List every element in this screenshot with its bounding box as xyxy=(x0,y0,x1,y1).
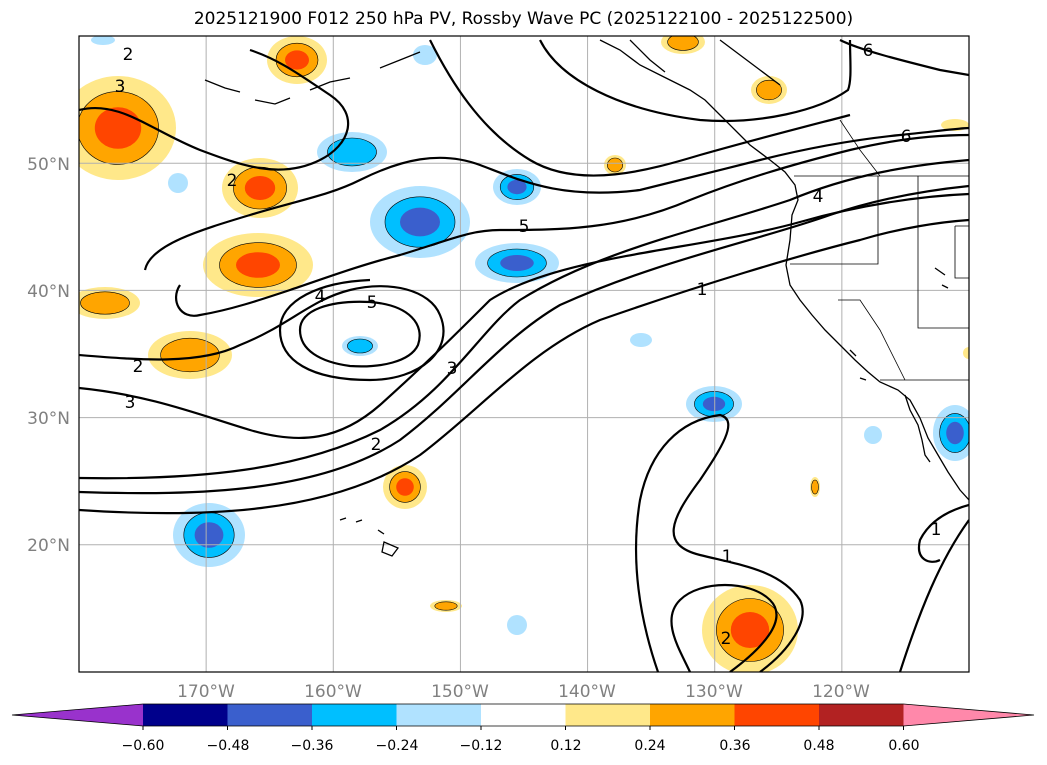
colorbar-tick: 0.12 xyxy=(550,738,581,754)
negative-pc-region xyxy=(400,207,440,237)
colorbar-extend-high xyxy=(903,704,1034,726)
contour-label: 5 xyxy=(367,293,378,313)
pc-shading xyxy=(79,36,969,672)
positive-pc-region xyxy=(963,347,969,359)
coastlines xyxy=(204,39,969,557)
lon-label-130w: 130°W xyxy=(685,682,743,702)
pv-contours xyxy=(79,39,969,672)
lon-label-150w: 150°W xyxy=(431,682,489,702)
positive-pc-region xyxy=(244,176,276,200)
colorbar-swatch xyxy=(227,704,313,726)
longitude-labels: 170°W 160°W 150°W 140°W 130°W 120°W xyxy=(177,682,870,702)
negative-pc-region xyxy=(946,421,964,445)
lat-label-50n: 50°N xyxy=(27,155,70,175)
negative-pc-region xyxy=(194,522,224,548)
colorbar-ticks: −0.60 −0.48 −0.36 −0.24 −0.12 0.12 0.24 … xyxy=(122,738,920,754)
lat-label-30n: 30°N xyxy=(27,409,70,429)
colorbar-swatch xyxy=(396,704,482,726)
colorbar-tick: 0.36 xyxy=(719,738,750,754)
negative-pc-region xyxy=(507,179,527,195)
negative-pc-region xyxy=(507,615,527,635)
negative-pc-region xyxy=(413,45,437,65)
negative-pc-region xyxy=(500,255,534,271)
negative-pc-region xyxy=(91,36,115,45)
contour-label: 2 xyxy=(371,435,382,455)
contour-label: 1 xyxy=(931,520,942,540)
map-frame xyxy=(78,35,970,673)
contour-label: 5 xyxy=(519,217,530,237)
positive-pc-region xyxy=(396,478,414,496)
positive-pc-region xyxy=(94,107,142,149)
contour-label: 1 xyxy=(697,280,708,300)
negative-pc-region xyxy=(864,426,882,444)
contour-label: 4 xyxy=(315,287,326,307)
contour-label: 6 xyxy=(863,41,874,61)
positive-pc-region xyxy=(80,291,130,315)
positive-pc-region xyxy=(730,612,770,648)
contour-label: 6 xyxy=(901,127,912,147)
contour-label: 1 xyxy=(722,547,733,567)
colorbar-swatch xyxy=(143,704,228,726)
colorbar-swatch xyxy=(312,704,397,726)
contour-label: 2 xyxy=(133,357,144,377)
contour-label: 2 xyxy=(123,45,134,65)
colorbar-tick: 0.48 xyxy=(803,738,834,754)
lon-label-120w: 120°W xyxy=(812,682,870,702)
colorbar-swatch xyxy=(565,704,651,726)
negative-pc-region xyxy=(327,137,377,167)
positive-pc-region xyxy=(160,337,220,373)
lon-label-140w: 140°W xyxy=(558,682,616,702)
colorbar-tick: −0.24 xyxy=(376,738,419,754)
gridlines xyxy=(79,36,969,672)
map-title: 2025121900 F012 250 hPa PV, Rossby Wave … xyxy=(193,9,854,29)
negative-pc-region xyxy=(702,396,726,412)
contour-label: 2 xyxy=(227,171,238,191)
colorbar-swatch xyxy=(650,704,735,726)
negative-pc-region xyxy=(168,173,188,193)
contour-label: 3 xyxy=(447,359,458,379)
positive-pc-region xyxy=(606,157,623,173)
colorbar-tick: 0.60 xyxy=(888,738,919,754)
contour-label: 2 xyxy=(721,629,732,649)
positive-pc-region xyxy=(434,601,458,611)
positive-pc-region xyxy=(667,36,699,51)
negative-pc-region xyxy=(630,333,652,347)
positive-pc-region xyxy=(236,252,280,278)
plot-area: 1 1 1 2 2 2 2 2 3 3 3 4 4 5 5 6 6 xyxy=(79,36,969,672)
lon-label-160w: 160°W xyxy=(304,682,362,702)
colorbar-swatch xyxy=(819,704,904,726)
colorbar-tick: 0.24 xyxy=(634,738,665,754)
latitude-labels: 20°N 30°N 40°N 50°N xyxy=(27,155,70,556)
contour-label: 3 xyxy=(115,77,126,97)
positive-pc-region xyxy=(756,79,782,101)
positive-pc-region xyxy=(285,50,309,70)
colorbar-tick: −0.12 xyxy=(460,738,503,754)
colorbar-swatch xyxy=(734,704,820,726)
colorbar xyxy=(11,703,1035,730)
colorbar-extend-low xyxy=(12,704,143,726)
lon-label-170w: 170°W xyxy=(177,682,235,702)
colorbar-tick: −0.60 xyxy=(122,738,165,754)
contour-label: 3 xyxy=(125,393,136,413)
contour-labels: 1 1 1 2 2 2 2 2 3 3 3 4 4 5 5 6 6 xyxy=(115,41,942,649)
lat-label-40n: 40°N xyxy=(27,282,70,302)
colorbar-tick: −0.36 xyxy=(291,738,334,754)
negative-pc-region xyxy=(347,338,373,354)
positive-pc-region xyxy=(811,479,819,495)
lat-label-20n: 20°N xyxy=(27,536,70,556)
colorbar-swatch xyxy=(481,704,566,726)
contour-label: 4 xyxy=(813,187,824,207)
colorbar-tick: −0.48 xyxy=(207,738,250,754)
